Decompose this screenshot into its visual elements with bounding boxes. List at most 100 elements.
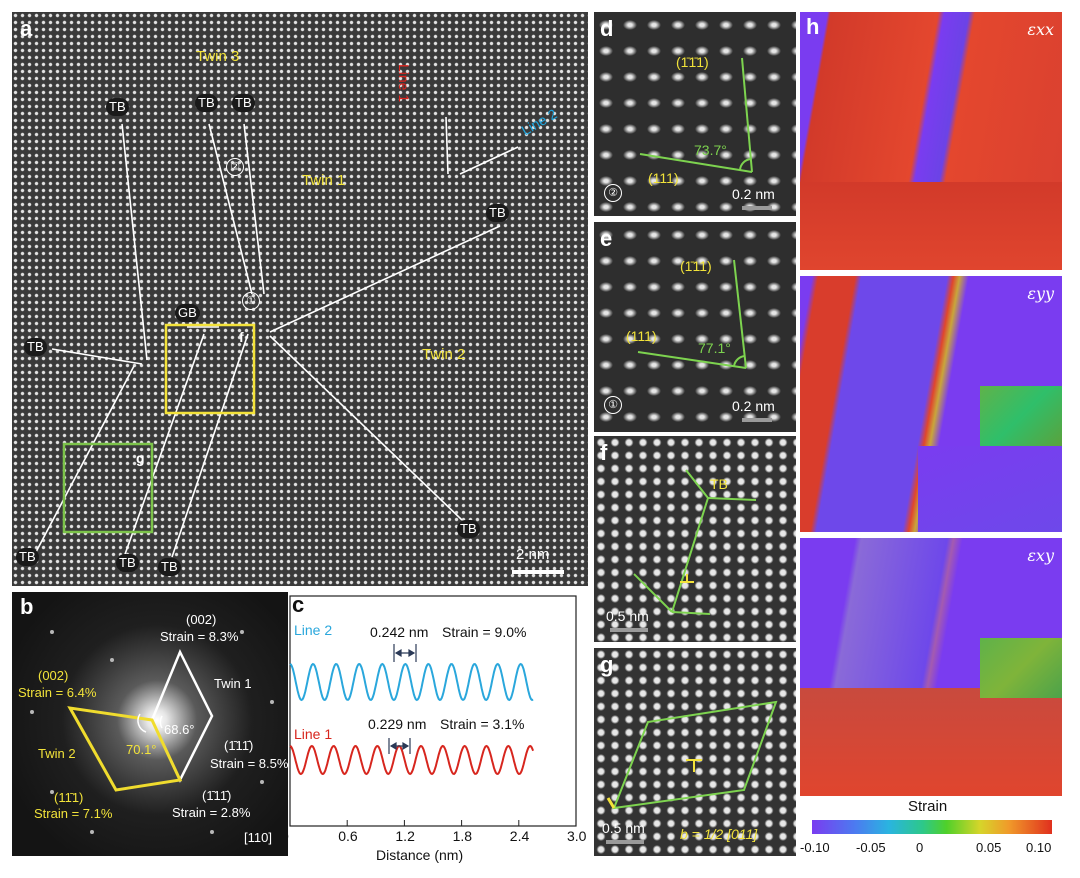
line1-label: Line 1 (396, 64, 412, 103)
panel-e-tag: e (600, 226, 613, 251)
panel-b-fft: b (002) Strain = 8.3% Twin 1 68.6° 70.1°… (12, 592, 288, 856)
tb-label: TB (710, 476, 728, 492)
panel-h-eyy-map: εyy (800, 276, 1062, 532)
marker-1: ① (242, 292, 260, 310)
x-tick-label: 0 (288, 828, 289, 844)
twin1-111a-label: (1̄11̄) (224, 738, 254, 753)
angle-lines (639, 57, 753, 173)
scale-bar-label: 2 nm (516, 546, 550, 563)
x-tick-label: 0.6 (338, 828, 358, 844)
twin3-label: Twin 3 (196, 48, 240, 65)
angle1-label: 68.6° (164, 722, 195, 737)
panel-h-exx-map: h εxx (800, 12, 1062, 270)
plot-frame (289, 595, 577, 827)
marker-2: ② (226, 158, 244, 176)
tb-label: TB (16, 548, 39, 566)
line1-name: Line 1 (294, 726, 333, 742)
twin1-002-strain: Strain = 8.3% (160, 629, 239, 644)
line1-profile-curve (289, 744, 535, 776)
twin1-111b-label: (1̄11̄) (202, 788, 232, 803)
colorbar-tick-label: -0.10 (800, 840, 830, 855)
scale-bar-label: 0.5 nm (602, 820, 645, 836)
burgers-circuit (606, 700, 778, 810)
scale-bar-label: 0.2 nm (732, 398, 775, 414)
tb-label: TB (486, 204, 509, 222)
burgers-vector-label: b = 1/2 [011] (680, 826, 758, 842)
map-lower-region (918, 446, 1062, 532)
marker-1: ① (604, 396, 622, 414)
twin2-label: Twin 2 (422, 346, 466, 363)
line2-name: Line 2 (294, 622, 333, 638)
strain-colorbar: Strain -0.10 -0.05 0 0.05 0.10 (800, 798, 1062, 876)
gb-label: GB (175, 304, 200, 322)
angle-label: 73.7° (694, 142, 727, 158)
twin2-002-strain: Strain = 6.4% (18, 685, 97, 700)
panel-h-exy-map: εxy (800, 538, 1062, 796)
scale-bar (606, 840, 644, 844)
line2-profile-curve (289, 662, 534, 702)
map-label-exy: εxy (1027, 546, 1054, 565)
colorbar-tick-label: -0.05 (856, 840, 886, 855)
tb-label: TB (116, 554, 139, 572)
x-tick-label: 2.4 (509, 828, 530, 844)
scale-bar-label: 0.2 nm (732, 186, 775, 202)
plane1-label: (1̄11) (680, 258, 712, 274)
line1-strain: Strain = 3.1% (440, 716, 525, 732)
colorbar-gradient (812, 820, 1052, 834)
zone-axis-label: [110] (244, 830, 272, 845)
panel-h-tag: h (806, 14, 820, 39)
angle-lines (637, 259, 747, 369)
tb-trace (633, 469, 757, 615)
box-g-label: g (136, 450, 145, 466)
tb-label: TB (457, 520, 480, 538)
profile-chart (289, 595, 577, 827)
panel-f-tag: f (600, 440, 608, 465)
panel-c-line-profiles: c Line 2 0.242 nm Strain = 9.0% Line 1 0… (288, 592, 592, 878)
colorbar-title: Strain (908, 798, 948, 815)
panel-b-tag: b (20, 594, 34, 619)
twin2-name: Twin 2 (38, 746, 76, 761)
angle2-label: 70.1° (126, 742, 157, 757)
twin1-111b-strain: Strain = 2.8% (172, 805, 251, 820)
spacing-markers (388, 644, 417, 754)
twin1-111a-strain: Strain = 8.5% (210, 756, 288, 771)
twin-boundary-lines (35, 116, 519, 558)
marker-2: ② (604, 184, 622, 202)
twin2-002-label: (002) (38, 668, 69, 683)
panel-c-tag: c (292, 592, 305, 617)
scale-bar (742, 206, 772, 210)
x-tick-label: 3.0 (567, 828, 587, 844)
panel-d-hrtem-zoom: d (1̄1̄1) (111) 73.7° ② 0.2 nm (594, 12, 796, 216)
twin1-002-label: (002) (186, 612, 217, 627)
map-green-region (980, 386, 1062, 446)
line2-strain: Strain = 9.0% (442, 624, 527, 640)
colorbar-tick-label: 0 (916, 840, 924, 855)
x-tick-label: 1.8 (452, 828, 473, 844)
map-lower-region (800, 182, 1062, 270)
panel-a-hrtem-image: a Twin 3 Twin 1 Twin 2 Line 1 Line 2 TB … (12, 12, 588, 586)
twin2-111-strain: Strain = 7.1% (34, 806, 113, 821)
twin2-111-label: (11̄1) (54, 790, 84, 805)
panel-f-hrtem-zoom: f TB 0.5 nm (594, 436, 796, 642)
map-lower-region (800, 688, 1062, 796)
twin1-label: Twin 1 (302, 172, 346, 189)
plane1-label: (1̄1̄1) (676, 54, 709, 70)
scale-bar-label: 0.5 nm (606, 608, 649, 624)
map-label-exx: εxx (1027, 20, 1054, 39)
colorbar-tick-label: 0.10 (1026, 840, 1052, 855)
tb-label: TB (24, 338, 47, 356)
plane2-label: (111) (648, 170, 679, 186)
colorbar-tick-label: 0.05 (976, 840, 1002, 855)
tb-label: TB (106, 98, 129, 116)
twin1-name: Twin 1 (214, 676, 252, 691)
scale-bar (610, 628, 648, 632)
map-green-region (980, 638, 1062, 698)
panel-g-hrtem-zoom: g 0.5 nm b = 1/2 [011] (594, 648, 796, 856)
panel-e-hrtem-zoom: e (1̄11) (111) 77.1° ① 0.2 nm (594, 222, 796, 432)
tb-label: TB (232, 94, 255, 112)
x-axis-label: Distance (nm) (376, 847, 464, 863)
map-label-eyy: εyy (1027, 284, 1054, 303)
scale-bar (512, 570, 564, 574)
box-f-label: f (239, 329, 244, 345)
fft-geometry (30, 630, 274, 834)
